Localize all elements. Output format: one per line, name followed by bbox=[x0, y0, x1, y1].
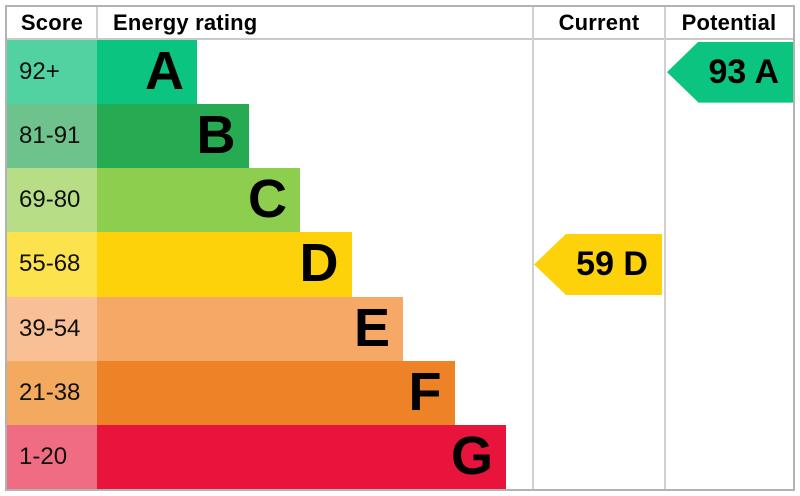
rating-letter: D bbox=[299, 233, 339, 294]
score-range: 39-54 bbox=[19, 314, 81, 342]
rating-letter: A bbox=[145, 41, 184, 102]
band-row: 21-38 F bbox=[7, 360, 793, 425]
header-current: Current bbox=[558, 9, 640, 35]
rating-bar: C bbox=[97, 168, 300, 233]
rating-letter: E bbox=[353, 297, 390, 358]
header-score: Score bbox=[20, 9, 84, 35]
rating-bar: A bbox=[97, 40, 197, 105]
band-row: 55-68 D bbox=[7, 232, 793, 297]
score-cell: 92+ bbox=[7, 40, 97, 105]
chart-frame: Score Energy rating Current Potential 92… bbox=[5, 5, 795, 491]
band-row: 39-54 E bbox=[7, 296, 793, 361]
score-range: 55-68 bbox=[19, 250, 81, 278]
rating-letter: G bbox=[450, 425, 493, 486]
rating-bar: B bbox=[97, 104, 249, 169]
score-cell: 1-20 bbox=[7, 424, 97, 489]
rating-letter: C bbox=[248, 169, 287, 230]
score-cell: 55-68 bbox=[7, 232, 97, 297]
rating-letter: F bbox=[408, 361, 442, 422]
rating-bar: E bbox=[97, 296, 403, 361]
score-range: 21-38 bbox=[19, 378, 81, 406]
column-divider-potential bbox=[664, 7, 666, 489]
header-energy-rating: Energy rating bbox=[113, 9, 258, 35]
band-row: 69-80 C bbox=[7, 168, 793, 233]
band-row: 81-91 B bbox=[7, 104, 793, 169]
score-range: 69-80 bbox=[19, 186, 81, 214]
score-cell: 21-38 bbox=[7, 360, 97, 425]
score-cell: 69-80 bbox=[7, 168, 97, 233]
band-row: 92+ A bbox=[7, 40, 793, 105]
potential-rating-arrow: 93 A bbox=[667, 41, 793, 103]
header-potential: Potential bbox=[681, 9, 777, 35]
band-row: 1-20 G bbox=[7, 424, 793, 489]
rating-bar: D bbox=[97, 232, 352, 297]
score-cell: 81-91 bbox=[7, 104, 97, 169]
current-rating-label: 59 D bbox=[576, 245, 648, 284]
column-divider-score bbox=[96, 7, 98, 38]
column-divider-current bbox=[532, 7, 534, 489]
score-range: 92+ bbox=[19, 58, 60, 86]
header-divider-line bbox=[7, 38, 793, 40]
rating-letter: B bbox=[196, 105, 236, 166]
score-range: 81-91 bbox=[19, 122, 81, 150]
rating-bar: G bbox=[97, 424, 506, 489]
rating-bar: F bbox=[97, 360, 455, 425]
potential-rating-label: 93 A bbox=[708, 53, 779, 92]
score-cell: 39-54 bbox=[7, 296, 97, 361]
score-range: 1-20 bbox=[19, 442, 68, 470]
